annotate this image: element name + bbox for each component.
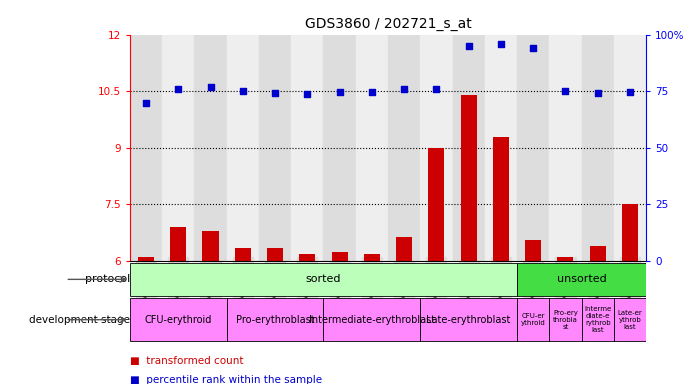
Bar	[130, 35, 162, 261]
Bar	[170, 227, 187, 261]
Bar	[227, 35, 259, 261]
Text: protocol: protocol	[85, 274, 130, 285]
Point	[528, 45, 539, 51]
Bar	[485, 35, 517, 261]
Text: Pro-ery
throbla
st: Pro-ery throbla st	[553, 310, 578, 330]
Point	[495, 41, 507, 47]
Text: unsorted: unsorted	[557, 274, 607, 285]
Bar	[227, 298, 323, 341]
Text: development stage: development stage	[29, 314, 130, 325]
Bar	[622, 205, 638, 261]
Bar	[582, 35, 614, 261]
Point	[560, 88, 571, 94]
Bar	[138, 257, 154, 261]
Bar	[388, 35, 420, 261]
Bar	[420, 35, 453, 261]
Title: GDS3860 / 202721_s_at: GDS3860 / 202721_s_at	[305, 17, 471, 31]
Bar	[202, 231, 218, 261]
Bar	[420, 298, 517, 341]
Bar	[517, 35, 549, 261]
Bar	[525, 240, 541, 261]
Text: Late-erythroblast: Late-erythroblast	[426, 314, 511, 325]
Bar	[235, 248, 251, 261]
Bar	[549, 298, 582, 341]
Bar	[517, 263, 646, 296]
Point	[173, 86, 184, 93]
Bar	[589, 246, 606, 261]
Point	[463, 43, 474, 49]
Text: Pro-erythroblast: Pro-erythroblast	[236, 314, 314, 325]
Bar	[356, 35, 388, 261]
Text: CFU-er
ythroid: CFU-er ythroid	[521, 313, 546, 326]
Text: CFU-erythroid: CFU-erythroid	[144, 314, 212, 325]
Bar	[323, 35, 356, 261]
Point	[302, 91, 313, 97]
Bar	[323, 298, 420, 341]
Bar	[453, 35, 485, 261]
Text: Late-er
ythrob
last: Late-er ythrob last	[618, 310, 643, 330]
Text: Interme
diate-e
rythrob
last: Interme diate-e rythrob last	[584, 306, 612, 333]
Bar	[259, 35, 291, 261]
Text: Intermediate-erythroblast: Intermediate-erythroblast	[309, 314, 435, 325]
Point	[592, 90, 603, 96]
Point	[366, 89, 377, 95]
Bar	[130, 263, 517, 296]
Bar	[582, 298, 614, 341]
Bar	[130, 298, 227, 341]
Point	[625, 89, 636, 95]
Bar	[614, 298, 646, 341]
Point	[399, 86, 410, 93]
Text: ■  transformed count: ■ transformed count	[130, 356, 243, 366]
Bar	[396, 237, 413, 261]
Point	[431, 86, 442, 92]
Bar	[332, 252, 348, 261]
Bar	[194, 35, 227, 261]
Bar	[428, 148, 444, 261]
Text: ■  percentile rank within the sample: ■ percentile rank within the sample	[130, 375, 322, 384]
Text: sorted: sorted	[305, 274, 341, 285]
Bar	[558, 257, 574, 261]
Point	[205, 84, 216, 91]
Bar	[363, 253, 380, 261]
Bar	[291, 35, 323, 261]
Point	[269, 90, 281, 96]
Bar	[493, 137, 509, 261]
Bar	[267, 248, 283, 261]
Bar	[517, 298, 549, 341]
Bar	[162, 35, 194, 261]
Point	[237, 88, 248, 94]
Bar	[614, 35, 646, 261]
Point	[334, 89, 345, 95]
Bar	[549, 35, 582, 261]
Point	[140, 99, 151, 106]
Bar	[461, 95, 477, 261]
Bar	[299, 253, 315, 261]
